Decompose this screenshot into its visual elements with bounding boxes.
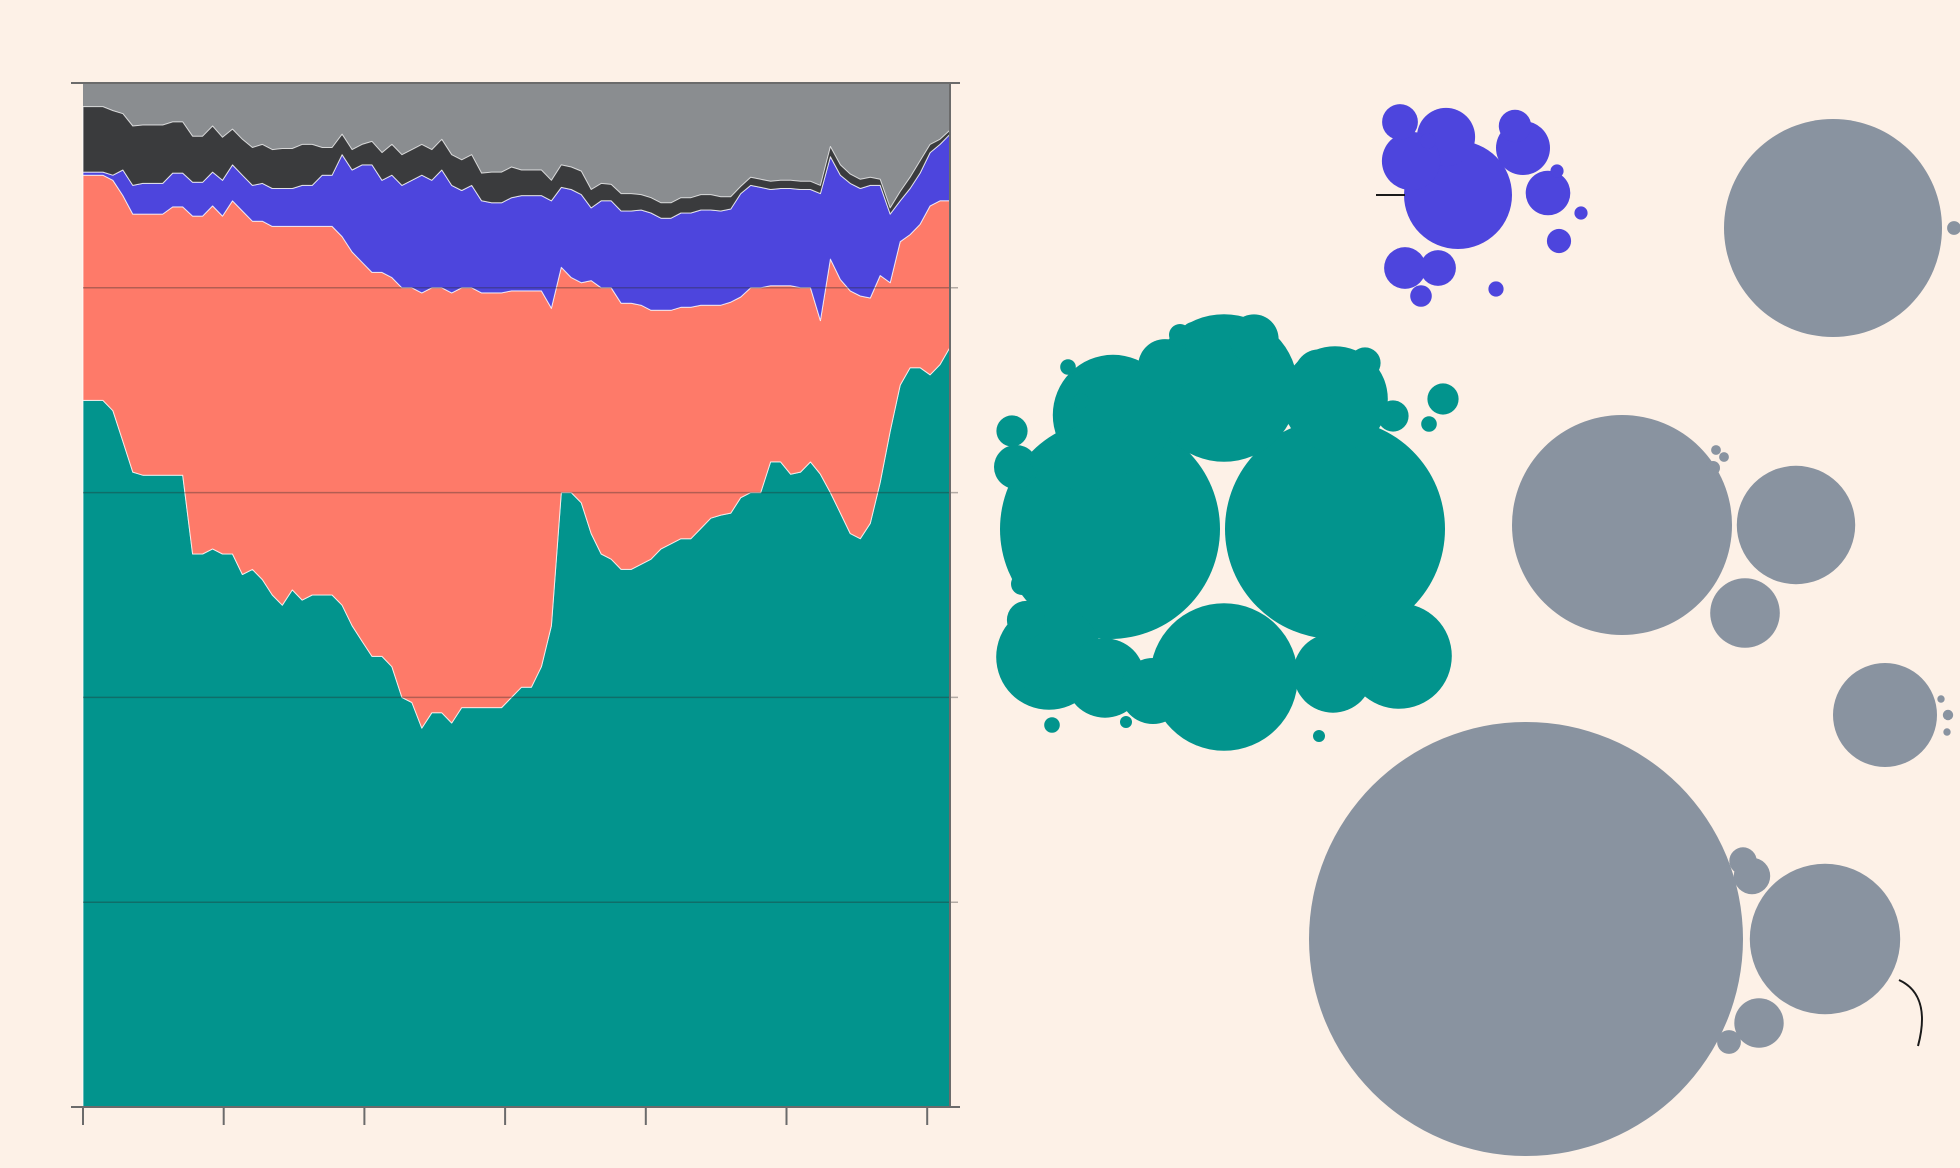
bubble xyxy=(1006,600,1046,640)
bubble xyxy=(1044,717,1060,733)
bubble xyxy=(1016,658,1048,690)
bubble xyxy=(1717,1030,1741,1054)
bubble xyxy=(1052,426,1118,492)
bubble xyxy=(1719,452,1729,462)
bubble xyxy=(1706,461,1720,475)
bubble xyxy=(1182,322,1204,344)
bubble xyxy=(1574,206,1588,220)
bubble xyxy=(1427,383,1459,415)
bubble-cluster-6 xyxy=(1309,722,1901,1156)
bubble xyxy=(1942,709,1954,721)
bubble xyxy=(1229,314,1279,364)
bubble-cluster-2 xyxy=(994,314,1459,751)
bubble xyxy=(1736,465,1856,585)
bubble xyxy=(1711,445,1721,455)
bubble xyxy=(1943,728,1951,736)
bubble-cluster-5 xyxy=(1833,663,1954,767)
bubble xyxy=(1546,228,1572,254)
bubble xyxy=(1000,419,1220,639)
bubble xyxy=(1120,658,1186,724)
bubble-cluster-1 xyxy=(1381,104,1588,307)
bubble xyxy=(1060,359,1076,375)
bubble xyxy=(1498,109,1532,143)
bubble-cluster-4 xyxy=(1512,415,1856,648)
bubble xyxy=(1294,349,1344,399)
bubble xyxy=(1138,339,1192,393)
bubble xyxy=(1313,730,1325,742)
bubble xyxy=(1078,366,1144,432)
bubble xyxy=(1389,409,1405,425)
bubble xyxy=(1073,393,1089,409)
bubble xyxy=(1293,633,1373,713)
bubble xyxy=(1011,573,1033,595)
bubble xyxy=(1150,603,1298,751)
bubble xyxy=(1309,722,1743,1156)
bubble xyxy=(1947,221,1960,235)
stacked-area-chart xyxy=(71,82,960,1125)
bubble-cluster-3 xyxy=(1724,119,1960,337)
bubble xyxy=(1724,119,1942,337)
bubble xyxy=(1420,250,1456,286)
bubble xyxy=(1420,133,1436,149)
bubble xyxy=(1384,247,1426,289)
bubble xyxy=(1382,104,1418,140)
bubble xyxy=(1749,863,1901,1015)
leader-line xyxy=(1898,979,1923,1047)
bubble xyxy=(1729,847,1757,875)
bubble xyxy=(1512,415,1732,635)
bubble xyxy=(1937,695,1945,703)
bubble xyxy=(1018,463,1034,479)
bubble xyxy=(1225,419,1445,639)
bubble xyxy=(1349,347,1381,379)
bubble xyxy=(1710,578,1780,648)
bubble xyxy=(1833,663,1937,767)
bubble xyxy=(1488,281,1504,297)
bubble xyxy=(1346,603,1452,709)
bubble-clusters xyxy=(994,104,1960,1156)
bubble xyxy=(1421,416,1437,432)
bubble xyxy=(1525,170,1571,216)
bubble xyxy=(996,415,1028,447)
bubble xyxy=(1734,998,1784,1048)
bubble xyxy=(1120,716,1132,728)
bubble xyxy=(1410,285,1432,307)
bubble xyxy=(1550,164,1564,178)
